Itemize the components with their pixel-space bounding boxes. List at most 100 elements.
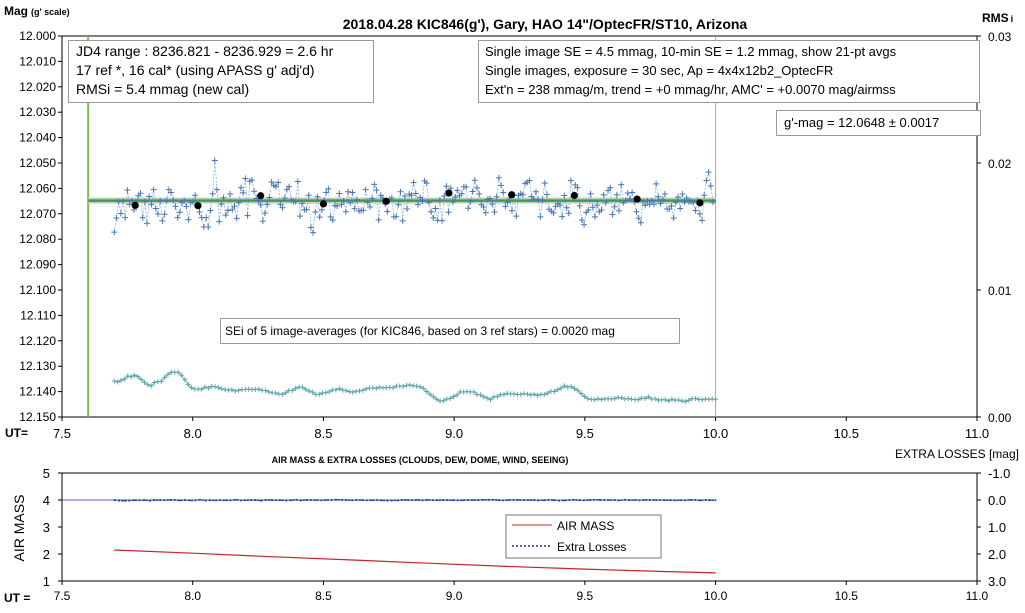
single-image-point [683, 195, 690, 202]
single-image-point [189, 199, 196, 206]
rms-tick-label: 0.01 [988, 284, 1012, 298]
mag-tick-label: 12.120 [19, 334, 56, 348]
extra-losses-point [300, 499, 303, 502]
airmass-tick-label: 2 [43, 547, 50, 562]
rmsi-text: RMSi = 5.4 mmag (new cal) [76, 81, 250, 97]
mag-tick-label: 12.040 [19, 131, 56, 145]
mag-tick-label: 12.050 [19, 156, 56, 170]
rms-point [561, 383, 567, 389]
rms-point [706, 396, 712, 402]
rms-point [340, 387, 346, 393]
single-image-point [513, 213, 520, 220]
single-image-point [452, 194, 459, 201]
single-image-point [218, 201, 225, 208]
single-image-point [154, 211, 161, 218]
single-image-point [449, 198, 456, 205]
rms-point [326, 389, 332, 395]
extra-losses-point [654, 499, 656, 501]
rms-point [175, 369, 181, 375]
rms-point [350, 389, 356, 395]
ut-label-top: UT= [5, 426, 28, 440]
extra-losses-point [588, 499, 591, 501]
single-image-point [609, 211, 616, 218]
single-image-point [672, 199, 679, 206]
single-image-point [111, 229, 118, 236]
average-point [696, 199, 704, 207]
rms-point [222, 387, 228, 393]
rms-point [145, 382, 151, 388]
single-image-point [314, 193, 321, 200]
rms-point [142, 379, 148, 385]
extra-losses-point [189, 499, 191, 502]
single-image-point [257, 201, 264, 208]
ut-tick-label-top: 9.5 [576, 426, 594, 441]
extra-losses-point [699, 499, 702, 502]
ut-tick-label-bottom: 8.5 [315, 589, 332, 603]
extra-losses-point [194, 499, 197, 502]
rms-point [306, 388, 312, 394]
single-image-point [325, 185, 332, 192]
rms-point [692, 395, 698, 401]
rms-point [424, 388, 430, 394]
extra-losses-point [522, 499, 525, 502]
rms-point [686, 397, 692, 403]
extra-losses-point [421, 499, 424, 502]
average-point [257, 192, 265, 200]
single-image-point [120, 198, 127, 205]
single-image-point [262, 210, 269, 217]
extra-losses-point [305, 499, 308, 501]
single-image-point [181, 197, 188, 204]
extra-losses-point [133, 499, 136, 502]
rms-point [400, 383, 406, 389]
rms-point [229, 387, 235, 393]
rms-tick-label: 0.03 [988, 30, 1012, 44]
extra-losses-point [406, 499, 409, 501]
single-image-point [163, 197, 170, 204]
extra-losses-point [416, 498, 419, 501]
extra-losses-point [704, 499, 707, 501]
rms-point [501, 392, 507, 398]
rms-point [414, 383, 420, 389]
rms-point [578, 391, 584, 397]
single-image-point [401, 193, 408, 200]
extra-losses-point [411, 499, 414, 502]
extra-losses-point [386, 499, 389, 502]
single-image-point [272, 183, 279, 190]
extra-losses-point [467, 499, 469, 501]
single-image-point [491, 209, 498, 216]
rms-point [131, 372, 137, 378]
extra-losses-point [320, 499, 323, 502]
single-image-point [279, 204, 286, 211]
ut-tick-label-top: 8.0 [184, 426, 202, 441]
extra-losses-point [674, 499, 677, 502]
extra-losses-point [542, 499, 545, 502]
rms-axis-label-text: RMS [982, 11, 1009, 25]
single-image-point [602, 199, 609, 206]
extra-losses-point [664, 499, 666, 502]
single-image-point [574, 184, 581, 191]
single-image-point [489, 201, 496, 208]
rms-point [484, 395, 490, 401]
single-image-point [404, 205, 411, 212]
extra-losses-point [613, 499, 616, 501]
single-image-point [519, 191, 526, 198]
single-image-point [692, 207, 699, 214]
rms-point [541, 392, 547, 398]
rms-point [585, 396, 591, 402]
extra-losses-point [366, 499, 368, 502]
single-image-point [408, 192, 415, 199]
single-image-point [581, 221, 588, 228]
ut-tick-label-bottom: 7.5 [54, 589, 71, 603]
rms-point [622, 396, 628, 402]
extra-losses-point [138, 499, 141, 502]
single-image-point [345, 188, 352, 195]
single-image-point [275, 179, 282, 186]
rms-point [236, 387, 242, 393]
extinction-text: Ext'n = 238 mmag/m, trend = +0 mmag/hr, … [485, 82, 896, 97]
rms-point [427, 391, 433, 397]
ut-tick-label-top: 7.5 [53, 426, 71, 441]
rms-point [333, 387, 339, 393]
single-image-point [183, 203, 190, 210]
extra-losses-point [633, 499, 636, 501]
rms-point [635, 397, 641, 403]
